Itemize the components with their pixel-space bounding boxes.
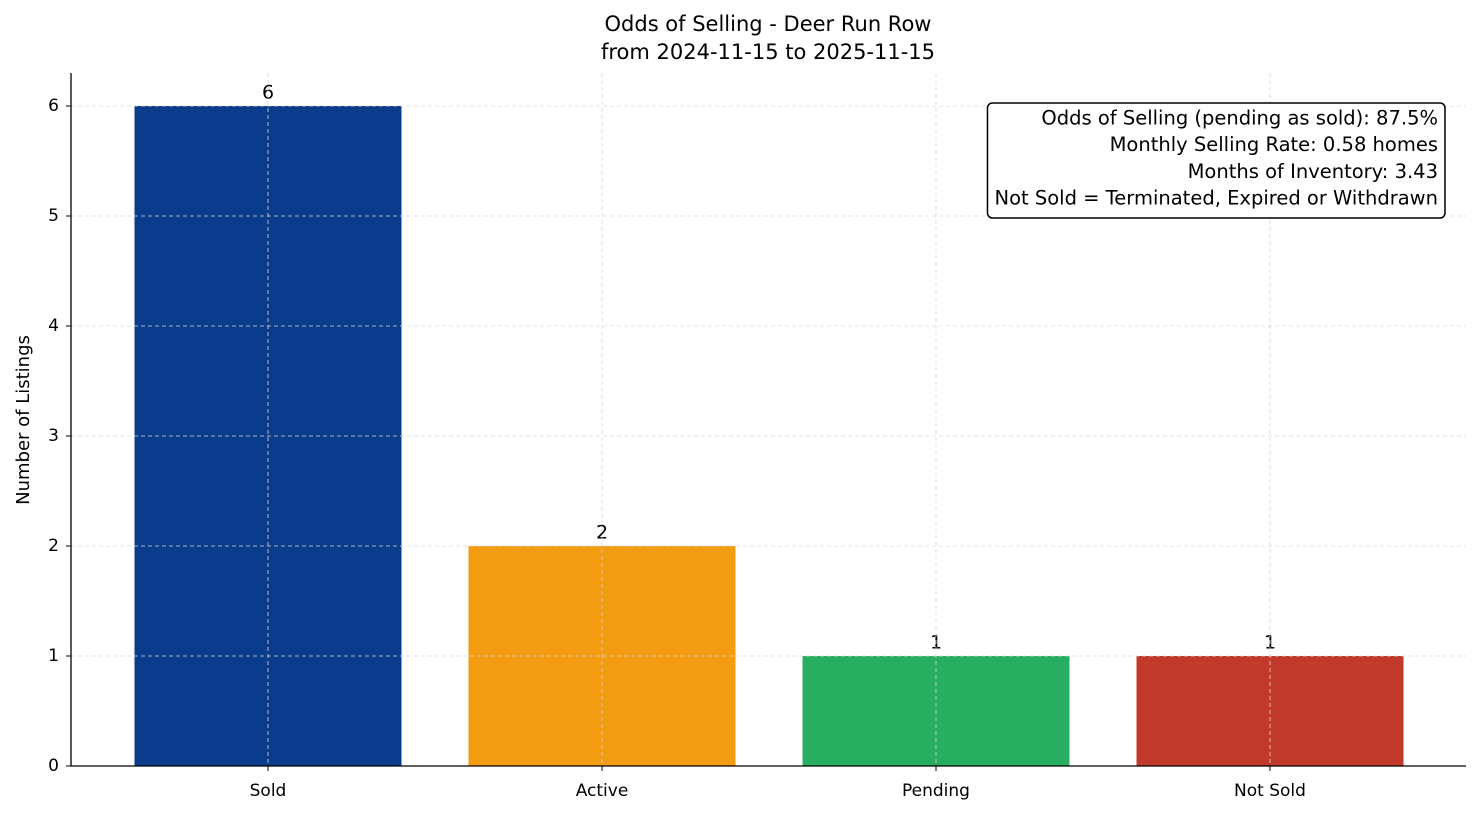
y-tick-label: 6 (48, 96, 59, 116)
annotation-line: Not Sold = Terminated, Expired or Withdr… (994, 187, 1438, 210)
y-axis-label: Number of Listings (13, 335, 34, 505)
value-label: 2 (596, 522, 608, 544)
annotation-line: Odds of Selling (pending as sold): 87.5% (1041, 107, 1438, 130)
x-tick-label: Sold (250, 781, 287, 801)
x-tick-label: Active (576, 781, 629, 801)
annotation-box (986, 102, 1446, 219)
y-tick-label: 1 (48, 646, 59, 666)
y-tick-label: 2 (48, 536, 59, 556)
chart-subtitle: from 2024-11-15 to 2025-11-15 (601, 40, 935, 64)
chart-title: Odds of Selling - Deer Run Row (605, 12, 932, 36)
x-tick-label: Pending (902, 781, 970, 801)
value-label: 6 (262, 82, 274, 104)
y-tick-label: 4 (48, 316, 59, 336)
annotation-line: Months of Inventory: 3.43 (1188, 160, 1438, 183)
y-tick-label: 5 (48, 206, 59, 226)
y-tick-label: 0 (48, 756, 59, 776)
x-tick-label: Not Sold (1234, 781, 1306, 801)
y-tick-label: 3 (48, 426, 59, 446)
annotation-line: Monthly Selling Rate: 0.58 homes (1110, 133, 1438, 156)
